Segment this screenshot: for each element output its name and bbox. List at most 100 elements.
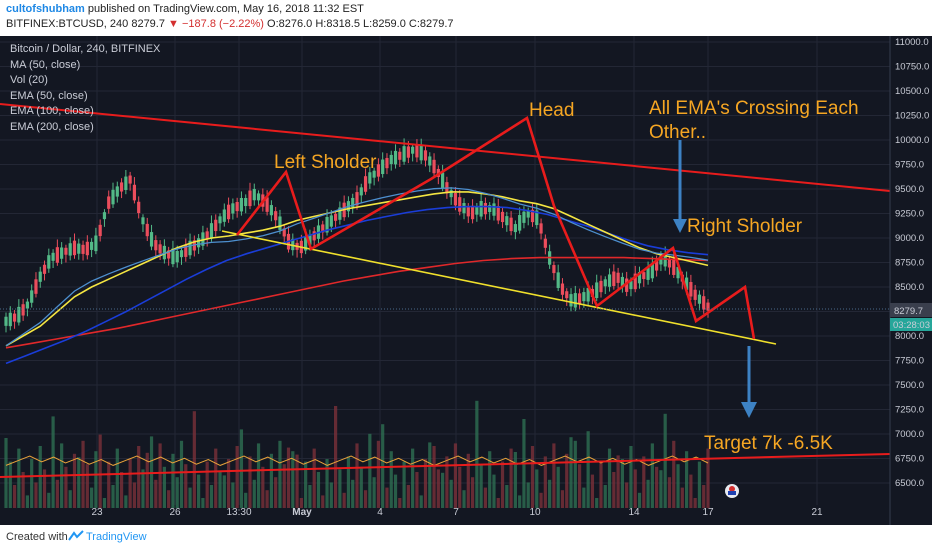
price-tick-label: 10250.0 [895, 111, 929, 122]
volume-bar [586, 431, 590, 508]
neckline [221, 230, 777, 345]
tradingview-brand-link[interactable]: TradingView [86, 531, 147, 543]
volume-bar [261, 466, 265, 508]
volume-ma-line [5, 455, 709, 466]
time-tick-label: May [292, 507, 312, 518]
candle-body [393, 150, 398, 165]
volume-bar [637, 492, 642, 508]
legend-item[interactable]: EMA (50, close) [10, 89, 88, 102]
candle-body [355, 192, 359, 206]
volume-bar [518, 495, 522, 508]
volume-bar [432, 446, 436, 508]
events-flag-icon[interactable] [725, 484, 739, 498]
candle-body [505, 216, 509, 226]
volume-bar [338, 469, 342, 508]
volume-bar [500, 461, 505, 508]
candle-body [179, 250, 184, 258]
candle-body [47, 255, 51, 269]
volume-bar [483, 487, 488, 508]
volume-bar [629, 446, 633, 508]
candle-body [449, 190, 453, 198]
volume-bar [21, 472, 25, 508]
candle-body [248, 190, 252, 207]
volume-bar [321, 495, 325, 508]
candle-body [256, 193, 261, 201]
volume-bar [402, 461, 406, 508]
candle-body [381, 159, 385, 175]
volume-bar [209, 485, 214, 508]
price-chart[interactable]: Left Sholder Head All EMA's Crossing Eac… [0, 36, 932, 525]
volume-bar [222, 475, 226, 508]
time-tick-label: 21 [811, 507, 823, 518]
volume-bar [470, 477, 475, 508]
candle-body [282, 228, 286, 237]
chart-area[interactable]: Left Sholder Head All EMA's Crossing Eac… [0, 36, 932, 525]
candle-body [30, 290, 34, 303]
volume-bar [633, 469, 637, 508]
candle-body [492, 203, 496, 216]
price-change: −187.8 (−2.22%) [182, 18, 264, 30]
last-price-tag-text: 8279.7 [894, 306, 923, 317]
candle-body [231, 203, 235, 214]
time-tick-label: 10 [529, 507, 541, 518]
volume-bar [389, 451, 393, 508]
legend-item[interactable]: EMA (200, close) [10, 120, 94, 133]
candle-body [560, 283, 565, 295]
candle-body [141, 217, 145, 225]
candle-body [94, 235, 98, 252]
legend-item[interactable]: EMA (100, close) [10, 105, 94, 117]
volume-bar [372, 477, 376, 508]
volume-bar [304, 461, 308, 508]
ema-cross-label-2: Other.. [649, 122, 706, 143]
candle-body [107, 196, 111, 209]
volume-bar [693, 498, 697, 508]
volume-bar [488, 451, 492, 508]
candle-body [158, 244, 162, 254]
legend-item[interactable]: MA (50, close) [10, 58, 81, 71]
candle-body [650, 263, 654, 279]
candle-body [633, 273, 637, 290]
time-tick-label: 7 [453, 507, 459, 518]
candle-body [4, 316, 8, 326]
volume-bar [423, 459, 428, 508]
volume-bar [599, 461, 603, 508]
candle-body [154, 240, 158, 251]
candle-body [359, 187, 363, 196]
candle-body [197, 238, 201, 248]
candle-body [453, 193, 458, 206]
candle-body [205, 231, 209, 240]
price-tick-label: 10500.0 [895, 86, 929, 97]
candle-body [599, 280, 603, 293]
volume-bar [607, 448, 612, 508]
time-axis[interactable]: 23 26 13:30 May 4 7 10 14 17 21 [91, 507, 823, 518]
candle-body [372, 170, 376, 178]
publish-header: cultofshubham published on TradingView.c… [0, 0, 932, 36]
volume-bar [4, 438, 8, 508]
candle-body [569, 294, 573, 307]
indicator-lines [5, 187, 709, 466]
candle-body [333, 213, 338, 221]
volume-bar [64, 466, 68, 508]
volume-bar [706, 448, 710, 508]
volume-bar [235, 446, 239, 508]
volume-bar [548, 479, 552, 508]
candle-body [162, 245, 166, 260]
volume-bar [475, 400, 479, 508]
candle-body [222, 209, 226, 222]
candle-body [689, 282, 693, 297]
volume-bar [197, 474, 201, 508]
candle-body [385, 157, 389, 169]
volume-bar [124, 495, 128, 508]
legend-item[interactable]: Vol (20) [10, 74, 48, 86]
candle-body [201, 232, 205, 246]
volume-bar [582, 487, 586, 508]
candle-body [595, 282, 599, 299]
author-name[interactable]: cultofshubham [6, 3, 85, 15]
candle-body [269, 205, 273, 216]
ma50-line [5, 187, 709, 347]
candle-body [137, 201, 141, 214]
candle-body [102, 212, 107, 220]
volume-bar [115, 448, 119, 508]
candle-body [111, 189, 115, 205]
drawings [0, 103, 891, 478]
